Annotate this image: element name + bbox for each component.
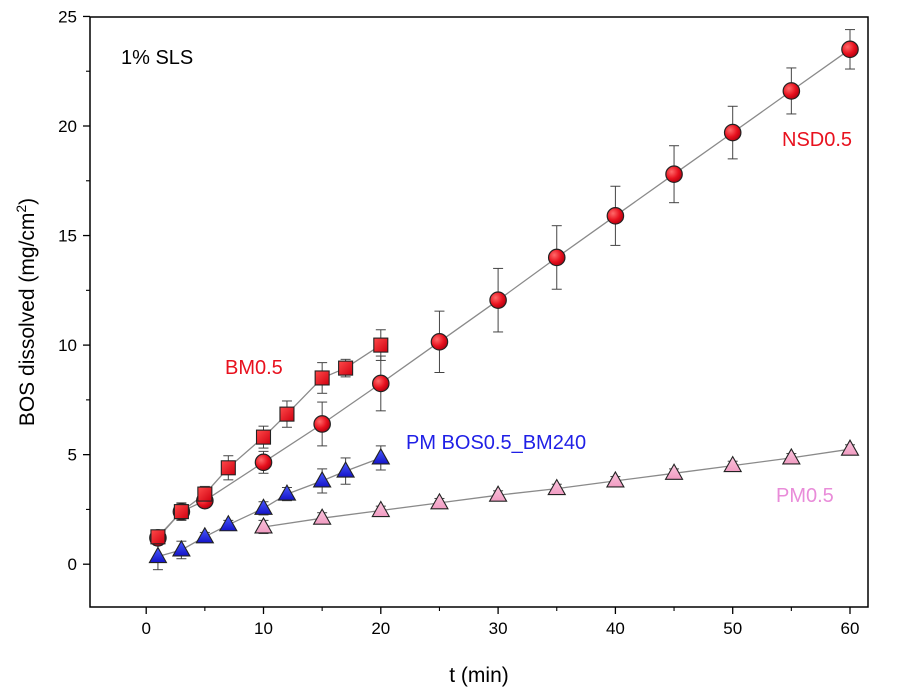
data-point — [254, 516, 273, 534]
data-point — [664, 463, 684, 480]
data-point — [218, 514, 238, 532]
data-point — [148, 546, 168, 564]
series-label-pm-bos: PM BOS0.5_BM240 — [406, 432, 586, 454]
x-tick-label: 10 — [254, 619, 273, 638]
x-tick-label: 60 — [841, 619, 860, 638]
series-label-bm: BM0.5 — [225, 357, 283, 379]
data-point — [665, 165, 683, 184]
data-point — [197, 486, 213, 502]
y-axis-title: BOS dissolved (mg/cm2) — [13, 198, 39, 426]
y-axis-title-sup: 2 — [13, 205, 29, 213]
data-point — [195, 526, 215, 544]
data-point — [781, 447, 801, 465]
x-tick-label: 0 — [141, 619, 150, 638]
data-point — [171, 539, 191, 557]
data-point — [488, 485, 508, 502]
data-point — [373, 337, 389, 353]
series-label-nsd: NSD0.5 — [782, 129, 852, 151]
data-point — [371, 447, 391, 465]
data-point — [430, 492, 449, 510]
y-axis-title-close: ) — [16, 198, 39, 205]
data-point — [313, 415, 331, 433]
data-point — [312, 470, 332, 488]
data-point — [314, 370, 330, 386]
y-tick-label: 10 — [58, 336, 77, 355]
data-point — [150, 529, 166, 545]
fit-line — [157, 48, 851, 539]
data-point — [279, 406, 295, 422]
data-point — [840, 439, 860, 456]
y-tick-label: 0 — [68, 555, 77, 574]
x-tick-label: 40 — [606, 619, 625, 638]
data-point — [841, 40, 859, 59]
data-point — [277, 483, 297, 501]
data-point — [336, 460, 356, 478]
data-point — [782, 82, 801, 100]
y-tick-label: 20 — [58, 117, 77, 136]
data-point — [605, 470, 625, 488]
data-point — [371, 500, 391, 518]
axes: 0 10 20 30 40 50 60 0 5 10 15 20 25 — [58, 7, 859, 638]
x-axis-title: t (min) — [449, 664, 509, 687]
y-tick-label: 5 — [68, 446, 77, 465]
data-point — [312, 508, 332, 525]
series-label-pm: PM0.5 — [776, 485, 834, 507]
data-point — [430, 333, 449, 351]
data-point — [547, 478, 567, 496]
annotation-sls: 1% SLS — [121, 47, 193, 69]
plot-area-frame — [89, 16, 869, 608]
x-tick-label: 50 — [723, 619, 742, 638]
data-point — [723, 455, 743, 473]
data-point — [547, 248, 566, 267]
y-tick-label: 25 — [58, 7, 77, 26]
data-point — [220, 460, 236, 476]
data-point — [606, 207, 625, 225]
x-tick-label: 20 — [371, 619, 390, 638]
data-point — [255, 429, 272, 445]
data-point — [489, 291, 507, 309]
data-point — [338, 360, 354, 376]
data-point — [371, 374, 390, 393]
data-point — [173, 504, 189, 520]
data-point — [254, 498, 273, 515]
x-tick-label: 30 — [489, 619, 508, 638]
data-point — [254, 453, 273, 472]
y-axis-title-main: BOS dissolved (mg/cm — [16, 213, 39, 427]
markers — [148, 40, 860, 564]
data-point — [723, 123, 742, 142]
y-tick-label: 15 — [58, 227, 77, 246]
